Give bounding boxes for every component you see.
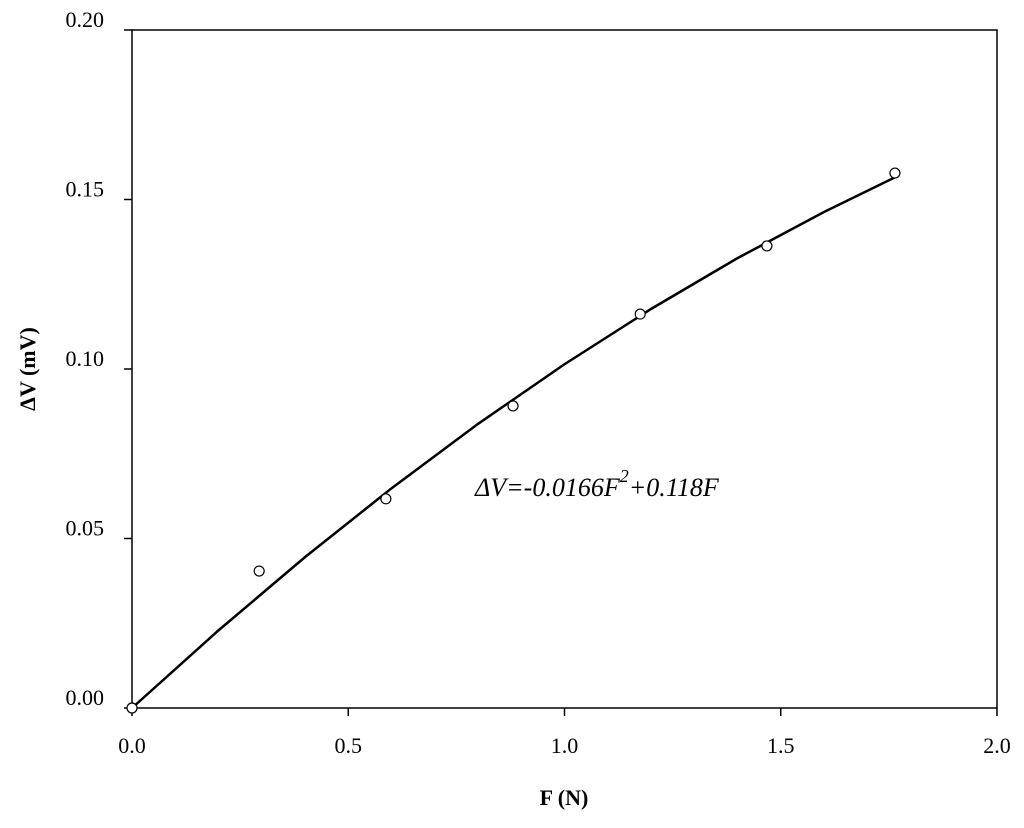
y-tick-label: 0.20 xyxy=(66,7,105,32)
plot-frame xyxy=(131,29,998,709)
x-tick-label: 2.0 xyxy=(983,733,1011,758)
y-axis-label: ΔV (mV) xyxy=(15,327,40,411)
fit-curve xyxy=(131,174,899,709)
x-tick-label: 0.0 xyxy=(118,733,146,758)
y-tick-label: 0.05 xyxy=(66,516,105,541)
data-point xyxy=(889,167,901,179)
y-tick-label: 0.00 xyxy=(66,685,105,710)
equation: ΔV=-0.0166F2+0.118F xyxy=(474,466,720,502)
data-point xyxy=(761,240,773,252)
y-tick-label: 0.10 xyxy=(66,346,105,371)
equation-part: ΔV=-0.0166F xyxy=(474,473,621,502)
x-axis-label: F (N) xyxy=(540,785,589,810)
x-tick-label: 1.5 xyxy=(767,733,795,758)
data-point xyxy=(634,308,646,320)
x-tick-label: 1.0 xyxy=(551,733,579,758)
x-tick-label: 0.5 xyxy=(335,733,363,758)
equation-part: +0.118F xyxy=(629,473,720,502)
y-tick-label: 0.15 xyxy=(66,177,105,202)
data-point xyxy=(380,493,392,505)
equation-exponent: 2 xyxy=(620,466,629,486)
data-point xyxy=(507,400,519,412)
data-point xyxy=(126,702,138,714)
data-point xyxy=(253,565,265,577)
